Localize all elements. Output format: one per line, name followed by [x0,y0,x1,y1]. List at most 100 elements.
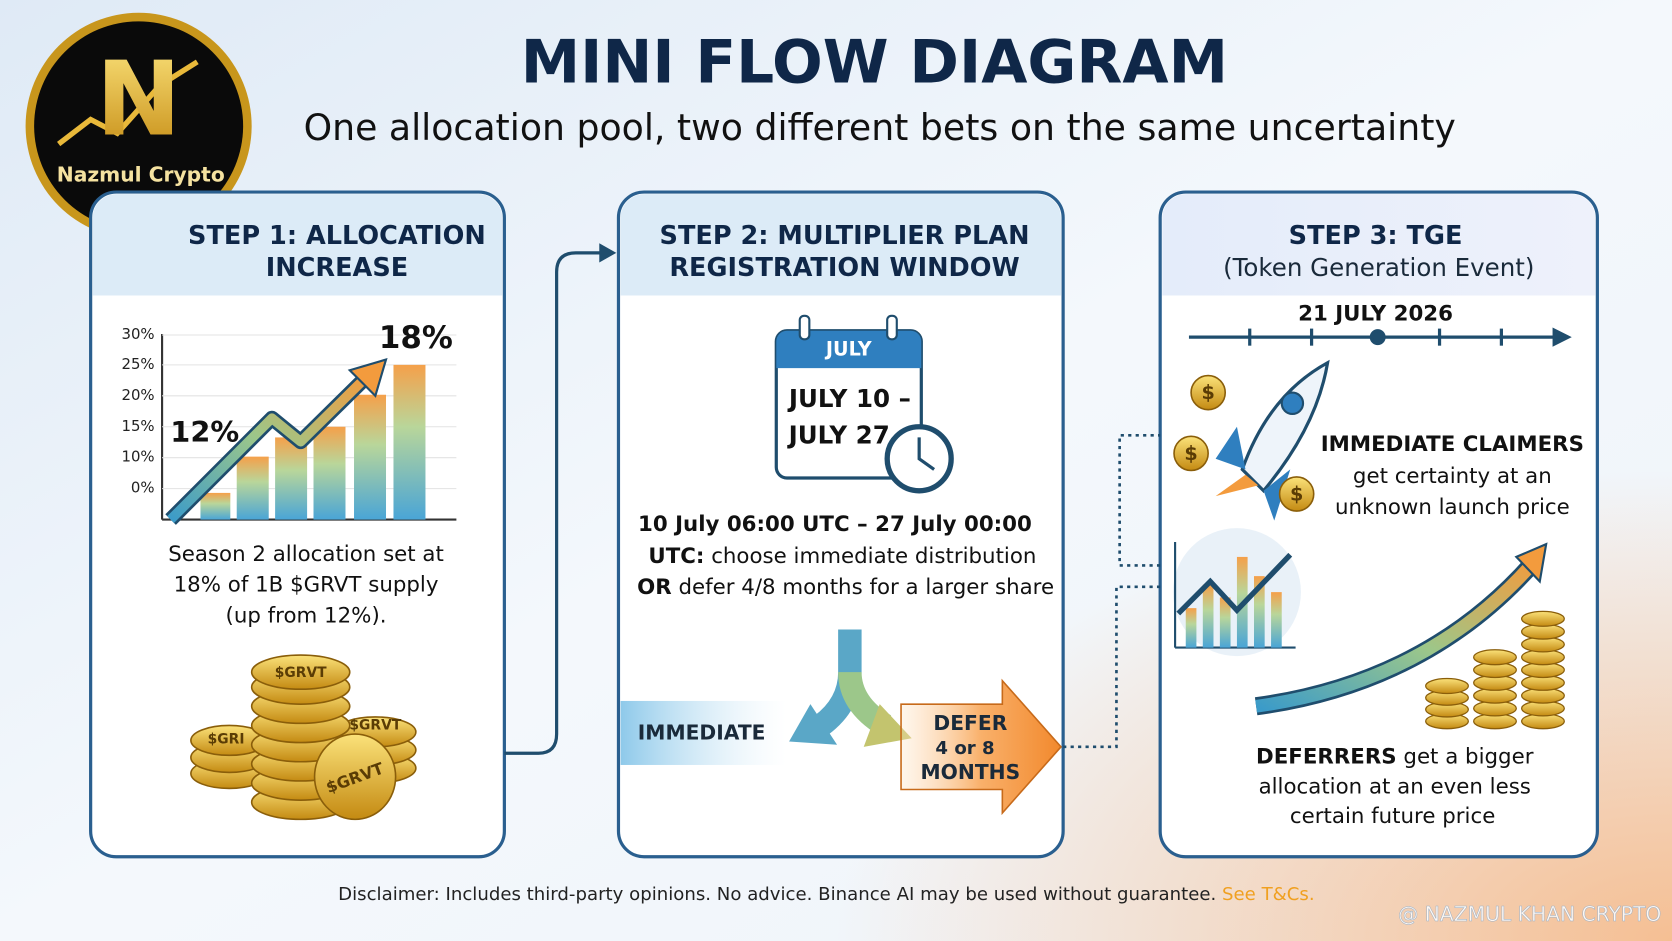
coin-stacks-part [1521,610,1565,627]
coin-stacks [1425,610,1565,730]
calendar-icon-part [886,314,898,341]
coin-stacks-part [1425,677,1469,695]
growth-chart-art-part-part [236,456,269,520]
growth-chart-art [161,333,457,525]
dollar-coins-part [1190,374,1227,411]
step-text: 18% of 1B $GRVT supply [174,573,439,598]
dollar-coins-part [1278,476,1315,512]
timeline-part [1552,327,1572,347]
step-text: DEFERRERS get a bigger [1256,744,1534,769]
rocket-icon-part [1240,359,1330,494]
connector-arrow-part [599,243,617,263]
step-text-rest: defer 4/8 months for a larger share [672,575,1054,600]
start-label: 12% [170,415,239,449]
step-subtitle: (Token Generation Event) [1223,253,1534,282]
tge-date: 21 JULY 2026 [1298,302,1453,327]
dollar-coins [1173,374,1315,512]
infographic-part: $ $ $ [1184,381,1303,505]
step-title: STEP 2: MULTIPLIER PLAN [660,221,1030,251]
growth-curve-part [1514,542,1548,584]
coin-symbol: $ [1184,442,1197,465]
step-text: certain future price [1290,804,1495,829]
axis-label: 15% [121,417,154,435]
coins [190,654,417,821]
panel-frames-part [92,194,503,296]
terms-link[interactable]: See T&Cs. [1222,884,1315,905]
fork-arrow-part [789,704,838,745]
step-text-bold: 10 July 06:00 UTC – 27 July 00:00 [638,512,1032,537]
logo-name: Nazmul Crypto [57,163,225,187]
connector-arrow [504,243,617,755]
step-text-rest: get a bigger [1397,744,1534,769]
growth-chart-art-part-part [354,394,387,520]
logo-part [57,59,199,147]
logo-part [34,21,244,231]
axis-label: 10% [121,448,154,466]
dollar-coins-part [1173,435,1209,472]
rocket-icon-part [1215,474,1259,497]
rocket-icon-part [1280,391,1305,416]
panel-frames-part [620,194,1061,296]
growth-curve-part [1255,555,1541,713]
title: MINI FLOW DIAGRAM [521,29,1228,98]
branch-label: DEFER [933,711,1007,735]
coin-symbol: $ [1290,483,1303,506]
step-title: INCREASE [266,253,409,283]
mini-chart-icon-part-part [1185,608,1197,648]
calendar-icon [774,314,954,494]
calendar-line: JULY 27 [787,420,890,449]
calendar-month: JULY [824,337,873,360]
step-text-bold: OR [637,575,672,600]
rocket-icon-part [1215,426,1246,470]
calendar-line: JULY 10 – [787,384,911,413]
step-text: 10 July 06:00 UTC – 27 July 00:00 [638,512,1032,537]
disclaimer-text: Disclaimer: Includes third-party opinion… [338,884,1222,905]
mini-chart-icon [1172,528,1301,657]
mini-chart-icon-part [1176,552,1293,616]
connector-arrow-part [504,251,603,755]
step-text: get certainty at an [1353,464,1552,489]
axis-label: 20% [121,386,154,404]
end-label: 18% [379,320,453,356]
step-title: STEP 3: TGE [1289,221,1463,251]
dotted-connector-part [1118,433,1161,567]
fork-arrow-part [620,700,786,765]
step-text: OR defer 4/8 months for a larger share [637,575,1054,600]
axis-label: 0% [131,479,155,497]
timeline-part [1369,329,1386,346]
step-title: REGISTRATION WINDOW [669,253,1019,283]
axis-label: 25% [121,355,154,373]
step-title: STEP 1: ALLOCATION [188,221,486,251]
rocket-icon [1215,359,1330,521]
subtitle: One allocation pool, two different bets … [304,106,1456,149]
mini-chart-icon-part-part [1202,584,1214,648]
panel-frames [89,190,1599,859]
calendar-icon-part [798,314,811,341]
growth-chart-art-part [200,364,426,520]
step-text: UTC: choose immediate distribution [648,544,1036,569]
growth-chart-art-part [347,357,388,398]
coin-label: $GRVT [349,717,401,733]
coin-label: $GRVT [275,665,327,681]
dotted-connector [1063,433,1161,749]
coins-part [313,733,397,821]
timeline [1188,327,1572,347]
coin-symbol: $ [1201,381,1214,404]
immediate-heading: IMMEDIATE CLAIMERS [1321,432,1584,457]
logo-letter: N [96,40,182,159]
growth-chart-art-part-part [275,437,308,520]
logo: N Nazmul Crypto [25,12,252,239]
calendar-icon-part [917,437,936,471]
disclaimer: Disclaimer: Includes third-party opinion… [338,884,1314,905]
coin-stacks-part [1473,649,1517,666]
step-text: Season 2 allocation set at [168,542,444,567]
mini-chart-icon-part-part [1271,592,1282,648]
fork-arrow [620,629,1063,816]
axis-label: 30% [121,325,154,343]
panel-frames-part [1162,194,1596,296]
watermark: @ NAZMUL KHAN CRYPTO [1398,902,1661,926]
fork-arrow-part [900,678,1063,816]
deferrers-heading: DEFERRERS [1256,744,1397,769]
